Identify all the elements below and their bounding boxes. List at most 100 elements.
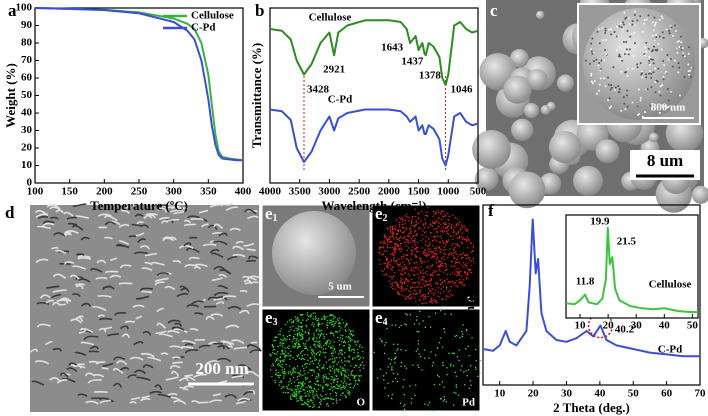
- dot: [422, 279, 424, 281]
- dot: [442, 290, 445, 293]
- dot: [337, 336, 339, 339]
- dot: [341, 319, 343, 321]
- dot: [427, 245, 430, 247]
- dot: [435, 231, 438, 233]
- dot: [340, 388, 342, 390]
- flake: [135, 232, 145, 237]
- dot: [387, 266, 389, 269]
- dot: [379, 242, 382, 244]
- dot: [347, 377, 349, 379]
- dot: [407, 289, 410, 292]
- dot: [311, 348, 313, 350]
- flake: [121, 209, 130, 214]
- dot: [439, 279, 441, 281]
- texture: [623, 11, 626, 14]
- flake: [208, 399, 222, 404]
- dot: [302, 350, 304, 352]
- dot: [437, 226, 439, 228]
- dot: [318, 406, 320, 409]
- dot: [349, 331, 352, 333]
- dot: [408, 298, 410, 300]
- texture: [641, 76, 644, 79]
- dot: [456, 243, 458, 245]
- texture: [629, 35, 632, 38]
- flake: [215, 296, 228, 301]
- dot: [301, 386, 303, 388]
- dot: [362, 367, 365, 369]
- dot: [454, 252, 456, 254]
- dot: [274, 337, 276, 339]
- dot: [313, 344, 315, 346]
- dot: [403, 268, 405, 270]
- dot: [330, 386, 333, 388]
- dot: [404, 295, 406, 297]
- dot: [391, 225, 394, 228]
- dot: [314, 315, 317, 318]
- dot: [464, 238, 467, 240]
- panel-sub: 2: [383, 213, 388, 224]
- dot: [414, 226, 416, 228]
- flake: [61, 377, 76, 383]
- dot: [381, 339, 383, 342]
- texture: [663, 105, 666, 108]
- flake: [119, 367, 130, 372]
- dot: [294, 344, 297, 346]
- dot: [288, 371, 290, 373]
- dot: [314, 388, 316, 391]
- texture: [647, 47, 650, 50]
- dot: [414, 238, 416, 240]
- texture: [625, 70, 628, 73]
- dot: [290, 318, 293, 321]
- dot: [297, 317, 299, 320]
- dot: [325, 393, 327, 396]
- dot: [467, 262, 469, 264]
- flake: [36, 301, 50, 305]
- dot: [470, 384, 472, 386]
- dot: [397, 348, 399, 350]
- dot: [304, 353, 306, 356]
- dot: [331, 398, 333, 401]
- dot: [402, 386, 404, 388]
- dot: [462, 324, 464, 326]
- dot: [456, 286, 459, 288]
- dot: [313, 324, 315, 326]
- dot: [396, 349, 398, 352]
- dot: [420, 295, 422, 297]
- dot: [302, 358, 304, 360]
- dot: [461, 232, 464, 235]
- dot: [471, 259, 474, 262]
- dot: [380, 246, 383, 249]
- dot: [405, 349, 407, 352]
- dot: [389, 236, 391, 239]
- texture: [674, 24, 677, 27]
- dot: [425, 255, 428, 258]
- dot: [325, 351, 327, 354]
- dot: [312, 393, 314, 395]
- dot: [466, 328, 468, 331]
- dot: [315, 383, 317, 386]
- dot: [398, 248, 401, 251]
- dot: [284, 323, 287, 326]
- dot: [441, 257, 443, 259]
- dot: [330, 388, 332, 390]
- dot: [447, 291, 449, 293]
- flake: [135, 315, 143, 320]
- dot: [323, 364, 325, 366]
- texture: [592, 59, 595, 62]
- dot: [402, 274, 404, 276]
- texture: [601, 27, 604, 30]
- dot: [294, 337, 296, 339]
- dot: [334, 316, 336, 318]
- dot: [398, 240, 401, 242]
- dot: [405, 279, 407, 281]
- dot: [467, 253, 469, 256]
- flake: [190, 300, 204, 305]
- dot: [427, 245, 429, 247]
- dot: [462, 237, 465, 239]
- dot: [340, 327, 342, 329]
- dot: [472, 245, 474, 247]
- dot: [312, 390, 315, 392]
- dot: [445, 244, 447, 246]
- dot: [285, 363, 287, 366]
- sphere: [523, 103, 540, 119]
